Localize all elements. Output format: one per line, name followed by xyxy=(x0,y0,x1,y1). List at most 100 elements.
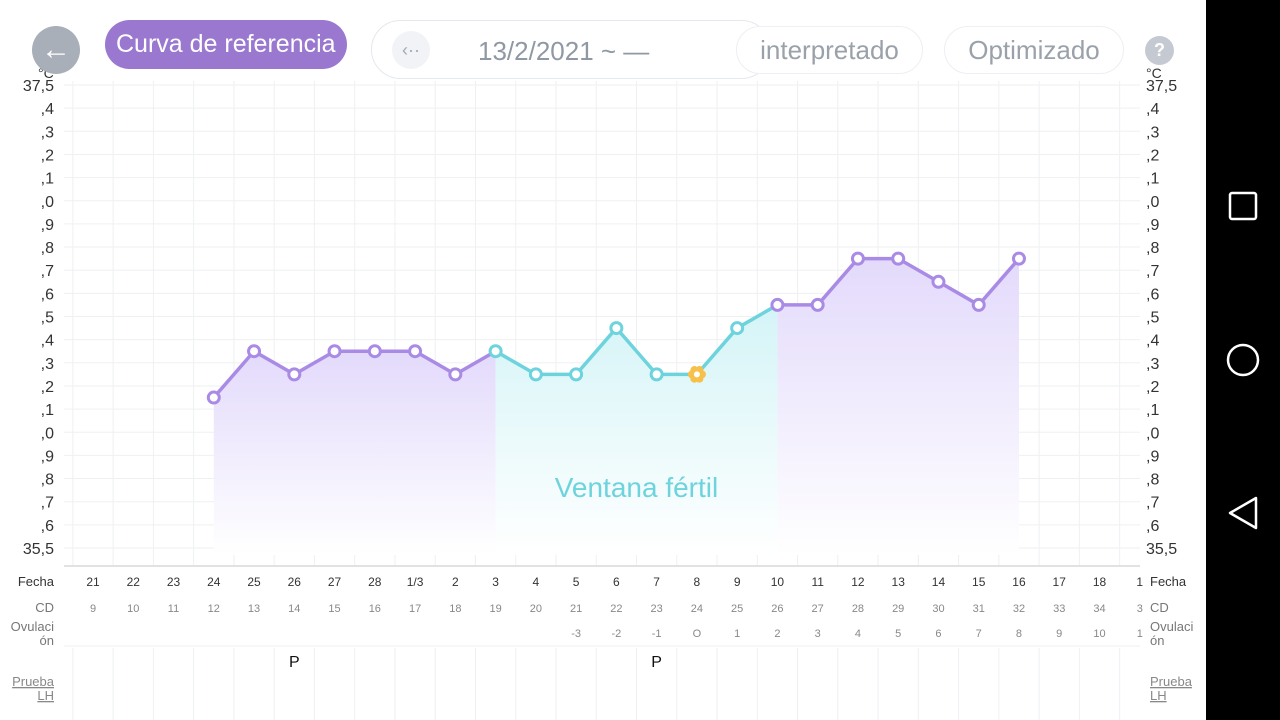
cd-label: 29 xyxy=(892,603,904,615)
cd-label: 18 xyxy=(449,603,461,615)
date-range-text: 13/2/2021 ~ — xyxy=(478,36,650,66)
y-tick-label-left: ,8 xyxy=(41,472,54,489)
circle-icon[interactable] xyxy=(1226,343,1260,377)
temperature-segment xyxy=(454,349,497,376)
y-tick-label-right: ,6 xyxy=(1146,518,1159,535)
y-tick-label-right: ,0 xyxy=(1146,194,1159,211)
ovulation-day-label: 1 xyxy=(1137,628,1143,640)
row-label-cd: CD xyxy=(35,600,54,615)
y-tick-label-left: ,3 xyxy=(41,124,54,141)
temperature-point xyxy=(448,367,463,382)
square-icon[interactable] xyxy=(1228,191,1258,221)
y-tick-label-right: ,1 xyxy=(1146,171,1159,188)
temperature-segment xyxy=(736,303,779,330)
lh-test-link[interactable]: LH xyxy=(1150,688,1167,703)
temperature-point xyxy=(730,321,745,336)
temperature-point xyxy=(770,297,785,312)
ovulation-day-label: 7 xyxy=(976,628,982,640)
temperature-segment xyxy=(494,349,537,376)
cd-label: 11 xyxy=(168,603,179,615)
ovulation-day-label: 2 xyxy=(774,628,780,640)
cd-label: 31 xyxy=(973,603,985,615)
temperature-point xyxy=(971,297,986,312)
date-label: 8 xyxy=(694,575,701,589)
y-tick-label-left: ,7 xyxy=(41,263,54,280)
row-label-ovulation: ón xyxy=(40,633,54,648)
optimized-button[interactable]: Optimizado xyxy=(944,26,1124,74)
triangle-back-icon[interactable] xyxy=(1228,496,1258,530)
date-label: 12 xyxy=(851,575,865,589)
cd-label: 12 xyxy=(208,603,220,615)
row-label-ovulation: ón xyxy=(1150,633,1164,648)
date-label: 9 xyxy=(734,575,741,589)
y-tick-label-left: ,6 xyxy=(41,286,54,303)
back-button[interactable]: ← xyxy=(32,26,80,74)
reference-curve-button[interactable]: Curva de referencia xyxy=(105,20,347,69)
y-tick-label-left: ,8 xyxy=(41,240,54,257)
ovulation-flower-icon xyxy=(687,366,706,383)
date-label: 28 xyxy=(368,575,382,589)
ovulation-day-label: 8 xyxy=(1016,628,1022,640)
dots-left-icon[interactable]: ‹·· xyxy=(392,31,430,69)
row-label-ovulation: Ovulaci xyxy=(11,619,54,634)
date-label: 4 xyxy=(533,575,540,589)
date-label: 23 xyxy=(167,575,181,589)
date-label: 3 xyxy=(492,575,499,589)
arrow-left-icon: ← xyxy=(41,33,71,66)
app: 37,5 37,5,4,4,3,3,2,2,1,1,0,0,9,9,8,8,7,7… xyxy=(10,20,1194,720)
date-range-selector[interactable]: ‹·· 13/2/2021 ~ — xyxy=(371,20,771,79)
temperature-segment xyxy=(293,349,336,376)
lh-test-link[interactable]: Prueba xyxy=(12,674,55,689)
cd-label: 26 xyxy=(771,603,783,615)
temperature-segment xyxy=(937,280,980,307)
ovulation-day-label: O xyxy=(693,628,702,640)
ovulation-day-label: 9 xyxy=(1056,628,1062,640)
y-tick-label-right: ,7 xyxy=(1146,495,1159,512)
temperature-point xyxy=(649,367,664,382)
interpreted-button[interactable]: interpretado xyxy=(736,26,923,74)
cd-label: 25 xyxy=(731,603,743,615)
temperature-point xyxy=(488,344,503,359)
cd-label: 21 xyxy=(570,603,582,615)
y-tick-label-right: ,6 xyxy=(1146,286,1159,303)
y-tick-label-left: ,3 xyxy=(41,356,54,373)
date-label: 2 xyxy=(452,575,459,589)
cd-label: 3 xyxy=(1137,603,1143,615)
lh-test-link[interactable]: LH xyxy=(37,688,54,703)
y-tick-label-left: 35,5 xyxy=(23,541,54,558)
date-label: 6 xyxy=(613,575,620,589)
date-label: 1 xyxy=(1136,575,1143,589)
y-tick-label-right: ,2 xyxy=(1146,147,1159,164)
y-tick-label-right: ,4 xyxy=(1146,333,1159,350)
help-icon[interactable]: ? xyxy=(1145,36,1174,65)
y-tick-label-right: ,4 xyxy=(1146,101,1159,118)
lh-test-link[interactable]: Prueba xyxy=(1150,674,1193,689)
cd-label: 17 xyxy=(409,603,421,615)
y-tick-label-left: ,0 xyxy=(41,194,54,211)
temperature-point xyxy=(850,251,865,266)
ovulation-day-label: -3 xyxy=(571,628,581,640)
temperature-segment xyxy=(414,349,457,376)
y-tick-label-left: ,1 xyxy=(41,171,54,188)
fertile-window-label: Ventana fértil xyxy=(555,472,718,503)
temperature-segment xyxy=(615,326,658,376)
ovulation-day-label: 4 xyxy=(855,628,861,640)
date-label: 10 xyxy=(771,575,785,589)
temperature-point xyxy=(408,344,423,359)
y-tick-label-left: ,2 xyxy=(41,147,54,164)
y-tick-label-right: ,8 xyxy=(1146,240,1159,257)
y-tick-label-left: ,4 xyxy=(41,333,54,350)
y-tick-label-left: 37,5 xyxy=(23,78,54,95)
temperature-point xyxy=(569,367,584,382)
date-label: 15 xyxy=(972,575,986,589)
temperature-point xyxy=(891,251,906,266)
pre-fertile-area xyxy=(213,351,496,555)
y-tick-label-left: ,9 xyxy=(41,217,54,234)
date-label: 16 xyxy=(1012,575,1026,589)
date-label: 26 xyxy=(288,575,302,589)
temperature-segment xyxy=(574,326,618,376)
cd-label: 10 xyxy=(127,603,139,615)
y-tick-label-right: 35,5 xyxy=(1146,541,1177,558)
temperature-point xyxy=(287,367,302,382)
temperature-segment xyxy=(212,350,256,399)
